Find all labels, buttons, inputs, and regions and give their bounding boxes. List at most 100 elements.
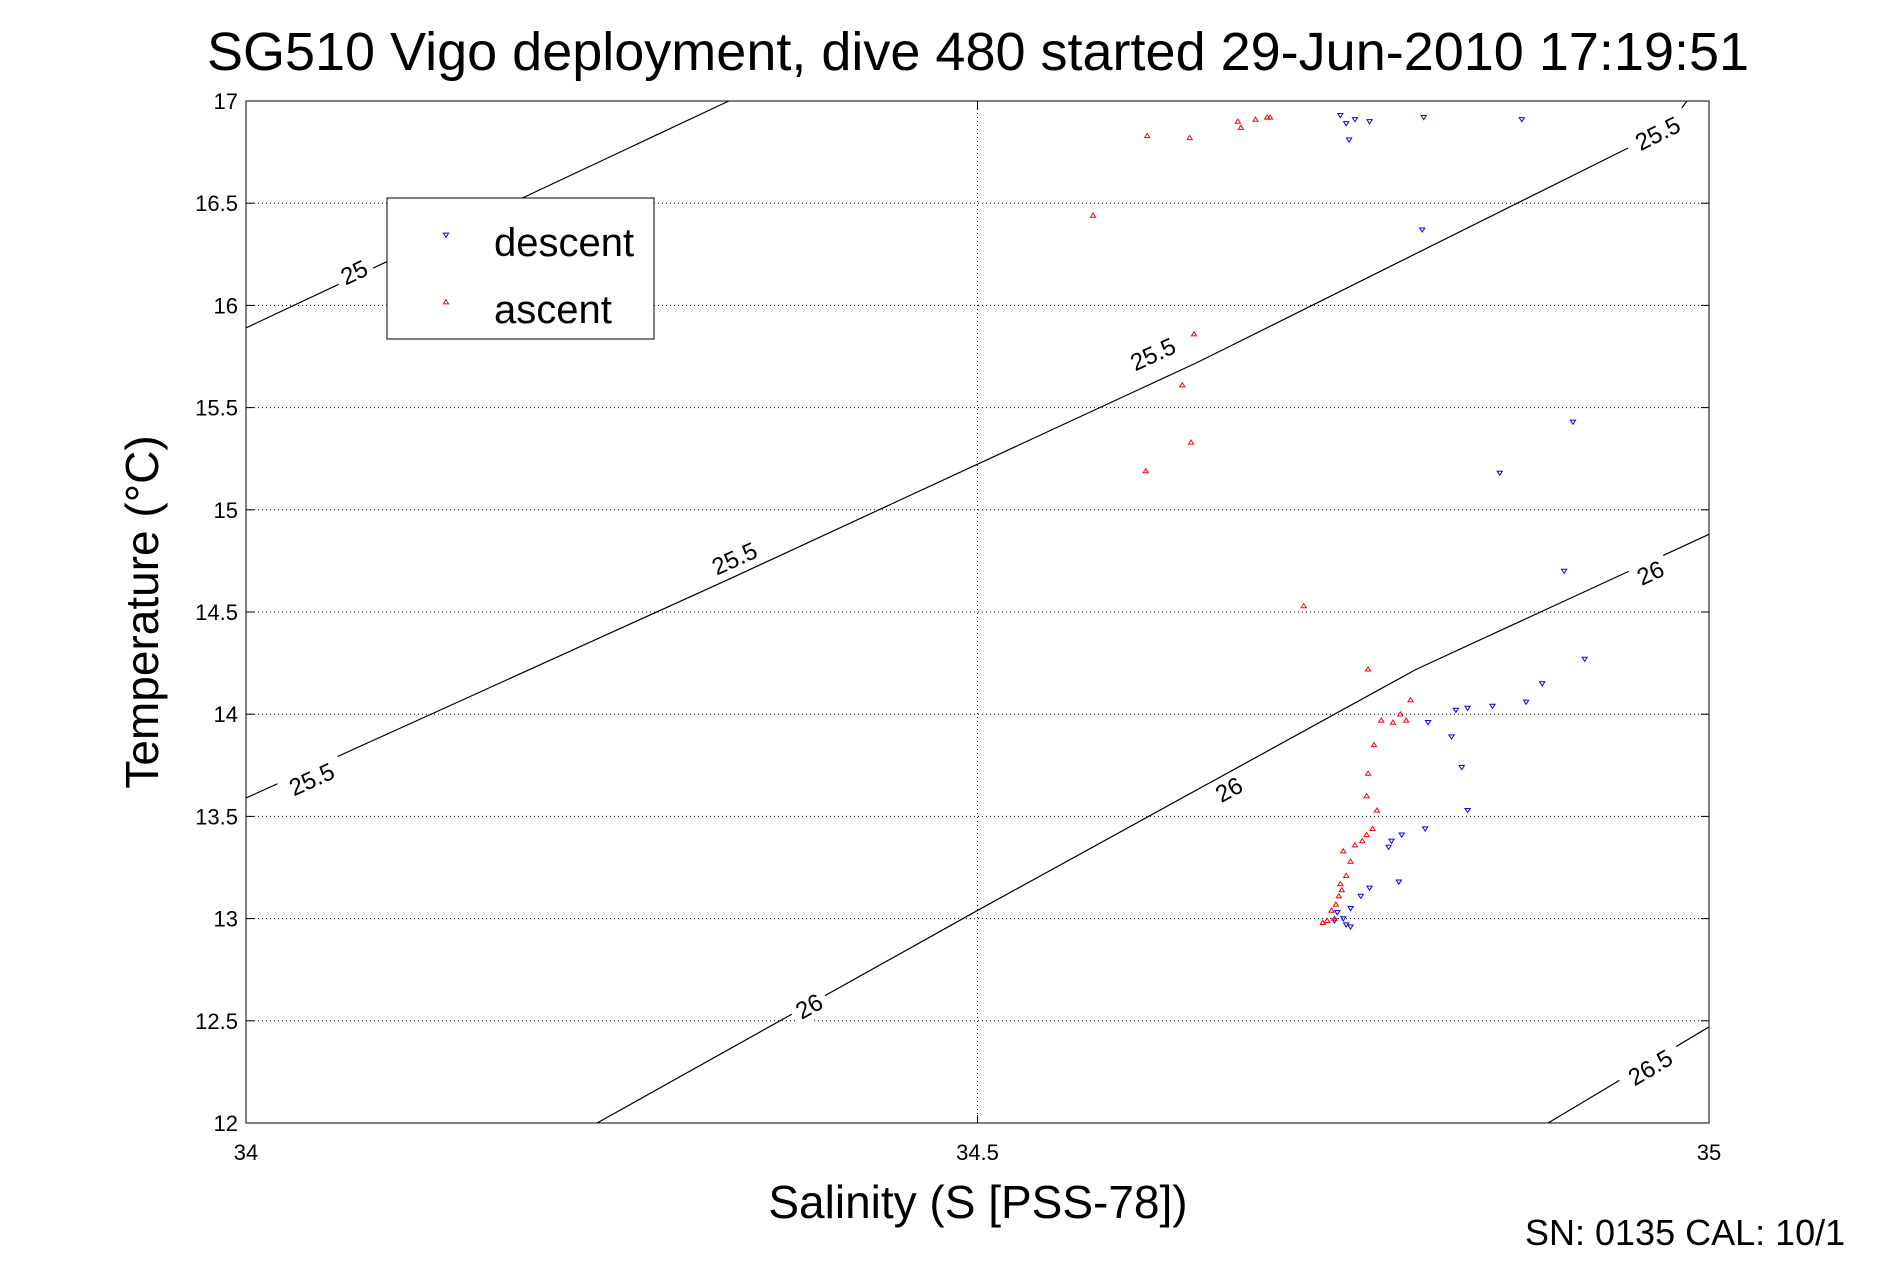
isopycnal-label-bg (275, 753, 348, 806)
ascent-point (1342, 872, 1350, 878)
y-tick-label: 14 (214, 702, 238, 727)
ascent-point (1347, 858, 1355, 864)
descent-point (1488, 703, 1496, 710)
ascent-point (1187, 439, 1195, 445)
descent-point (1581, 656, 1589, 663)
chart-title: SG510 Vigo deployment, dive 480 started … (207, 22, 1749, 82)
descent-point (1518, 117, 1526, 123)
isopycnal-label-bg (1622, 106, 1694, 161)
ascent-point (1364, 665, 1372, 672)
ascent-point (1089, 212, 1097, 218)
ascent-point (1338, 886, 1346, 893)
descent-point (1366, 885, 1374, 892)
descent-point (1351, 117, 1359, 123)
ascent-point (1143, 132, 1151, 139)
descent-point (1424, 720, 1432, 726)
y-tick-label: 15 (214, 498, 238, 523)
descent-point (1366, 119, 1374, 125)
descent-point (1452, 707, 1460, 714)
footer-calibration: SN: 0135 CAL: 10/1 (1525, 1212, 1845, 1253)
ascent-point (1266, 114, 1274, 120)
ascent-point (1370, 741, 1378, 748)
ascent-point (1389, 719, 1397, 725)
x-tick-label: 34.5 (956, 1140, 999, 1165)
descent-point (1398, 832, 1406, 839)
isopycnal-label-bg (785, 985, 833, 1028)
ascent-point (1364, 770, 1372, 776)
ascent-point (1339, 847, 1347, 854)
isopycnal-label-bg (1205, 768, 1253, 812)
y-tick-label: 12.5 (195, 1009, 238, 1034)
descent-point (1336, 112, 1344, 119)
ascent-point (1251, 116, 1259, 122)
y-tick-label: 16 (214, 293, 238, 318)
legend-label-ascent: ascent (494, 288, 612, 332)
ascent-point (1369, 825, 1377, 831)
y-axis-label: Temperature (°C) (116, 435, 168, 788)
y-tick-label: 12 (214, 1111, 238, 1136)
ascent-point (1332, 901, 1340, 907)
legend-marker-descent (442, 232, 450, 239)
ascent-point (1234, 118, 1242, 124)
y-tick-label: 14.5 (195, 600, 238, 625)
descent-point (1464, 807, 1472, 814)
descent-point (1333, 910, 1341, 916)
ascent-point (1373, 806, 1381, 813)
y-axis-ticks: 12 12.5 13 13.5 14 14.5 15 15.5 16 16.5 17 (195, 89, 1709, 1136)
legend: descent ascent (386, 197, 655, 340)
ascent-point (1407, 696, 1415, 703)
isopycnal-label-bg (1614, 1038, 1686, 1097)
legend-items: descent ascent (442, 221, 634, 332)
ascent-point (1319, 919, 1327, 926)
y-tick-label: 13.5 (195, 804, 238, 829)
ascent-point (1402, 717, 1410, 723)
descent-point (1538, 681, 1546, 687)
ascent-point (1178, 381, 1186, 388)
descent-point (1458, 765, 1466, 771)
descent-point (1418, 227, 1426, 234)
descent-point (1385, 844, 1393, 851)
descent-point (1347, 906, 1355, 912)
y-tick-label: 16.5 (195, 191, 238, 216)
descent-point (1522, 699, 1530, 706)
legend-label-descent: descent (494, 221, 634, 265)
isopycnal-label-bg (1117, 327, 1189, 382)
ascent-point (1363, 831, 1371, 838)
descent-point (1464, 705, 1472, 712)
descent-point (1342, 121, 1350, 127)
ascent-point (1335, 892, 1343, 899)
descent-point (1388, 838, 1396, 845)
ascent-point (1330, 915, 1338, 921)
ascent-point (1396, 710, 1404, 717)
ascent-point (1186, 134, 1194, 141)
descent-point (1496, 470, 1504, 477)
x-axis-label: Salinity (S [PSS-78]) (768, 1176, 1187, 1228)
descent-point (1339, 916, 1347, 922)
ascent-point (1358, 837, 1366, 844)
y-tick-label: 17 (214, 89, 238, 114)
ascent-point (1237, 124, 1245, 130)
isopycnal-label-bg (331, 251, 378, 294)
ascent-point (1190, 330, 1198, 337)
descent-point (1448, 734, 1456, 740)
descent-point (1345, 137, 1353, 144)
descent-point (1357, 893, 1365, 900)
isopycnal-label-bg (1627, 552, 1674, 594)
legend-marker-ascent (442, 298, 450, 305)
descent-point (1569, 419, 1577, 426)
ascent-point (1328, 907, 1336, 913)
ascent-point (1300, 602, 1308, 609)
ascent-point (1377, 717, 1385, 723)
ascent-point (1336, 880, 1344, 887)
y-tick-label: 13 (214, 907, 238, 932)
descent-point (1347, 924, 1355, 931)
isopycnal-label-bg (698, 532, 771, 586)
ascent-point (1142, 467, 1150, 474)
ascent-point (1363, 792, 1371, 799)
descent-point (1395, 879, 1403, 886)
data-points (1089, 112, 1589, 931)
x-tick-label: 35 (1697, 1140, 1721, 1165)
descent-point (1560, 568, 1568, 575)
ascent-point (1323, 917, 1331, 923)
